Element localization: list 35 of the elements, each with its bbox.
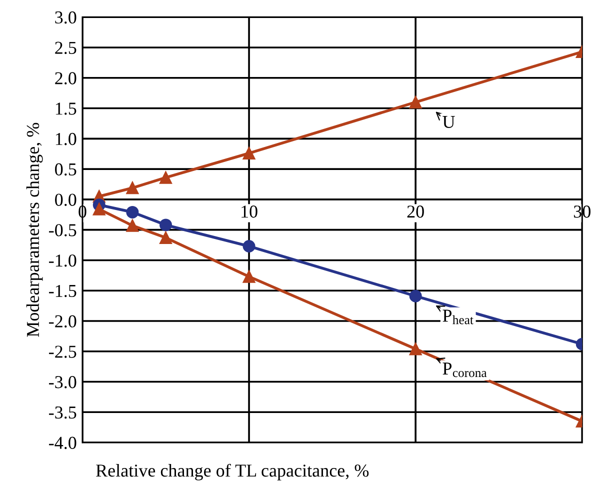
series-label: U (442, 116, 455, 128)
point (242, 240, 256, 252)
y-tick-label: -1.5 (49, 284, 76, 298)
y-tick-label: 3.0 (55, 11, 76, 24)
point (242, 270, 256, 283)
y-tick-label: 0.0 (55, 194, 76, 206)
y-axis-title: Modearparameters change, % (26, 122, 43, 337)
point (160, 231, 172, 244)
y-tick-label: 0.5 (55, 163, 76, 176)
y-tick-label: 2.0 (55, 72, 76, 84)
y-tick-label: -3.0 (49, 376, 76, 388)
series-label: P$_{corona}$ (442, 362, 487, 378)
series-label: P$_{heat}$ (442, 310, 474, 324)
y-tick-label: -0.5 (49, 224, 76, 236)
point (126, 219, 139, 232)
y-tick-label: -2.5 (49, 346, 76, 358)
point (409, 96, 422, 108)
point (92, 202, 106, 216)
y-tick-label: -1.0 (49, 254, 76, 267)
y-tick-label: 1.5 (56, 102, 76, 115)
point (409, 290, 422, 302)
point (160, 171, 172, 184)
y-tick-label: 2.5 (55, 42, 76, 54)
point (126, 182, 139, 194)
point (409, 342, 422, 356)
y-tick-label: -2.0 (49, 315, 76, 328)
point (126, 206, 139, 218)
y-tick-label: -3.5 (49, 406, 76, 419)
point (160, 218, 172, 232)
x-tick-label: 10 (242, 206, 258, 218)
y-tick-label: -4.0 (49, 436, 76, 450)
point (242, 147, 256, 160)
x-axis-title: Relative change of TL capacitance, % (96, 464, 369, 480)
x-tick-label: 20 (407, 206, 424, 218)
y-tick-label: 1.0 (56, 132, 76, 146)
